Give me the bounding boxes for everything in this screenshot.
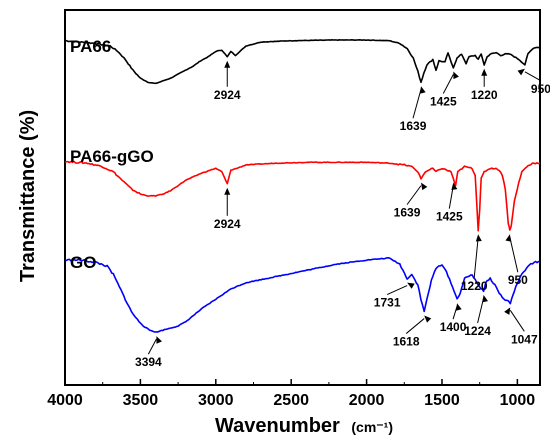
peak-label-1425: 1425 [436, 210, 463, 224]
peak-arrow [406, 185, 422, 205]
peak-arrow [524, 71, 542, 82]
arrowhead [407, 282, 415, 289]
arrowhead [453, 71, 459, 80]
x-tick-label-2500: 2500 [273, 392, 309, 409]
series-line-pa66 [65, 39, 541, 85]
peak-label-1425: 1425 [430, 94, 457, 108]
arrowhead [455, 303, 462, 311]
peak-arrow [412, 89, 422, 119]
series-label-pa66-ggo: PA66-gGO [70, 147, 154, 166]
peak-label-1224: 1224 [464, 324, 491, 338]
peak-arrow [147, 338, 157, 355]
peak-label-2924: 2924 [214, 88, 241, 102]
series-layer [64, 39, 541, 333]
arrowhead [481, 68, 488, 76]
peak-arrow [405, 318, 425, 334]
peak-arrow [509, 237, 519, 273]
peak-label-950: 950 [531, 82, 550, 96]
peak-arrow [386, 285, 408, 296]
arrowhead [475, 234, 482, 242]
peak-label-1618: 1618 [393, 335, 420, 349]
x-tick-label-4000: 4000 [47, 392, 83, 409]
x-tick-label-3000: 3000 [198, 392, 234, 409]
peak-arrow [509, 310, 525, 332]
peak-label-3394: 3394 [135, 355, 162, 369]
peak-label-1220: 1220 [461, 279, 488, 293]
arrowhead [424, 315, 432, 323]
peak-label-1400: 1400 [440, 320, 467, 334]
peak-label-2924: 2924 [214, 217, 241, 231]
x-axis-unit: (cm⁻¹) [351, 419, 393, 435]
plot-frame [64, 9, 541, 386]
series-labels: PA66 PA66-gGO GO [70, 37, 154, 272]
peak-label-1731: 1731 [374, 296, 401, 310]
arrowhead [517, 68, 525, 76]
series-line-go [64, 257, 541, 333]
arrowhead [421, 182, 428, 191]
peak-label-950: 950 [508, 273, 528, 287]
x-axis-ticks: 4000 3500 3000 2500 2000 1500 1000 [47, 379, 535, 409]
x-tick-label-1000: 1000 [500, 392, 536, 409]
peak-label-1047: 1047 [511, 332, 538, 346]
peak-label-1220: 1220 [471, 88, 498, 102]
x-axis-title: Wavenumber (cm⁻¹) [215, 415, 393, 437]
peak-label-1639: 1639 [400, 119, 427, 133]
arrowhead [419, 86, 426, 94]
peak-arrow [442, 74, 454, 94]
series-label-go: GO [70, 253, 96, 272]
x-tick-label-3500: 3500 [123, 392, 159, 409]
x-axis-title-text: Wavenumber [215, 415, 340, 437]
series-line-pa66-ggo [64, 160, 541, 232]
arrowhead [505, 234, 512, 242]
arrowhead [482, 294, 489, 303]
arrowhead [156, 336, 162, 344]
arrowhead [504, 307, 511, 315]
x-tick-label-1500: 1500 [424, 392, 460, 409]
y-axis-title: Transmittance (%) [17, 110, 39, 282]
series-label-pa66: PA66 [70, 37, 111, 56]
arrowhead [224, 60, 231, 68]
peak-arrow [473, 237, 479, 279]
peak-label-1639: 1639 [394, 206, 421, 220]
x-tick-label-2000: 2000 [349, 392, 385, 409]
arrowhead [224, 187, 231, 195]
arrowhead [451, 182, 458, 191]
